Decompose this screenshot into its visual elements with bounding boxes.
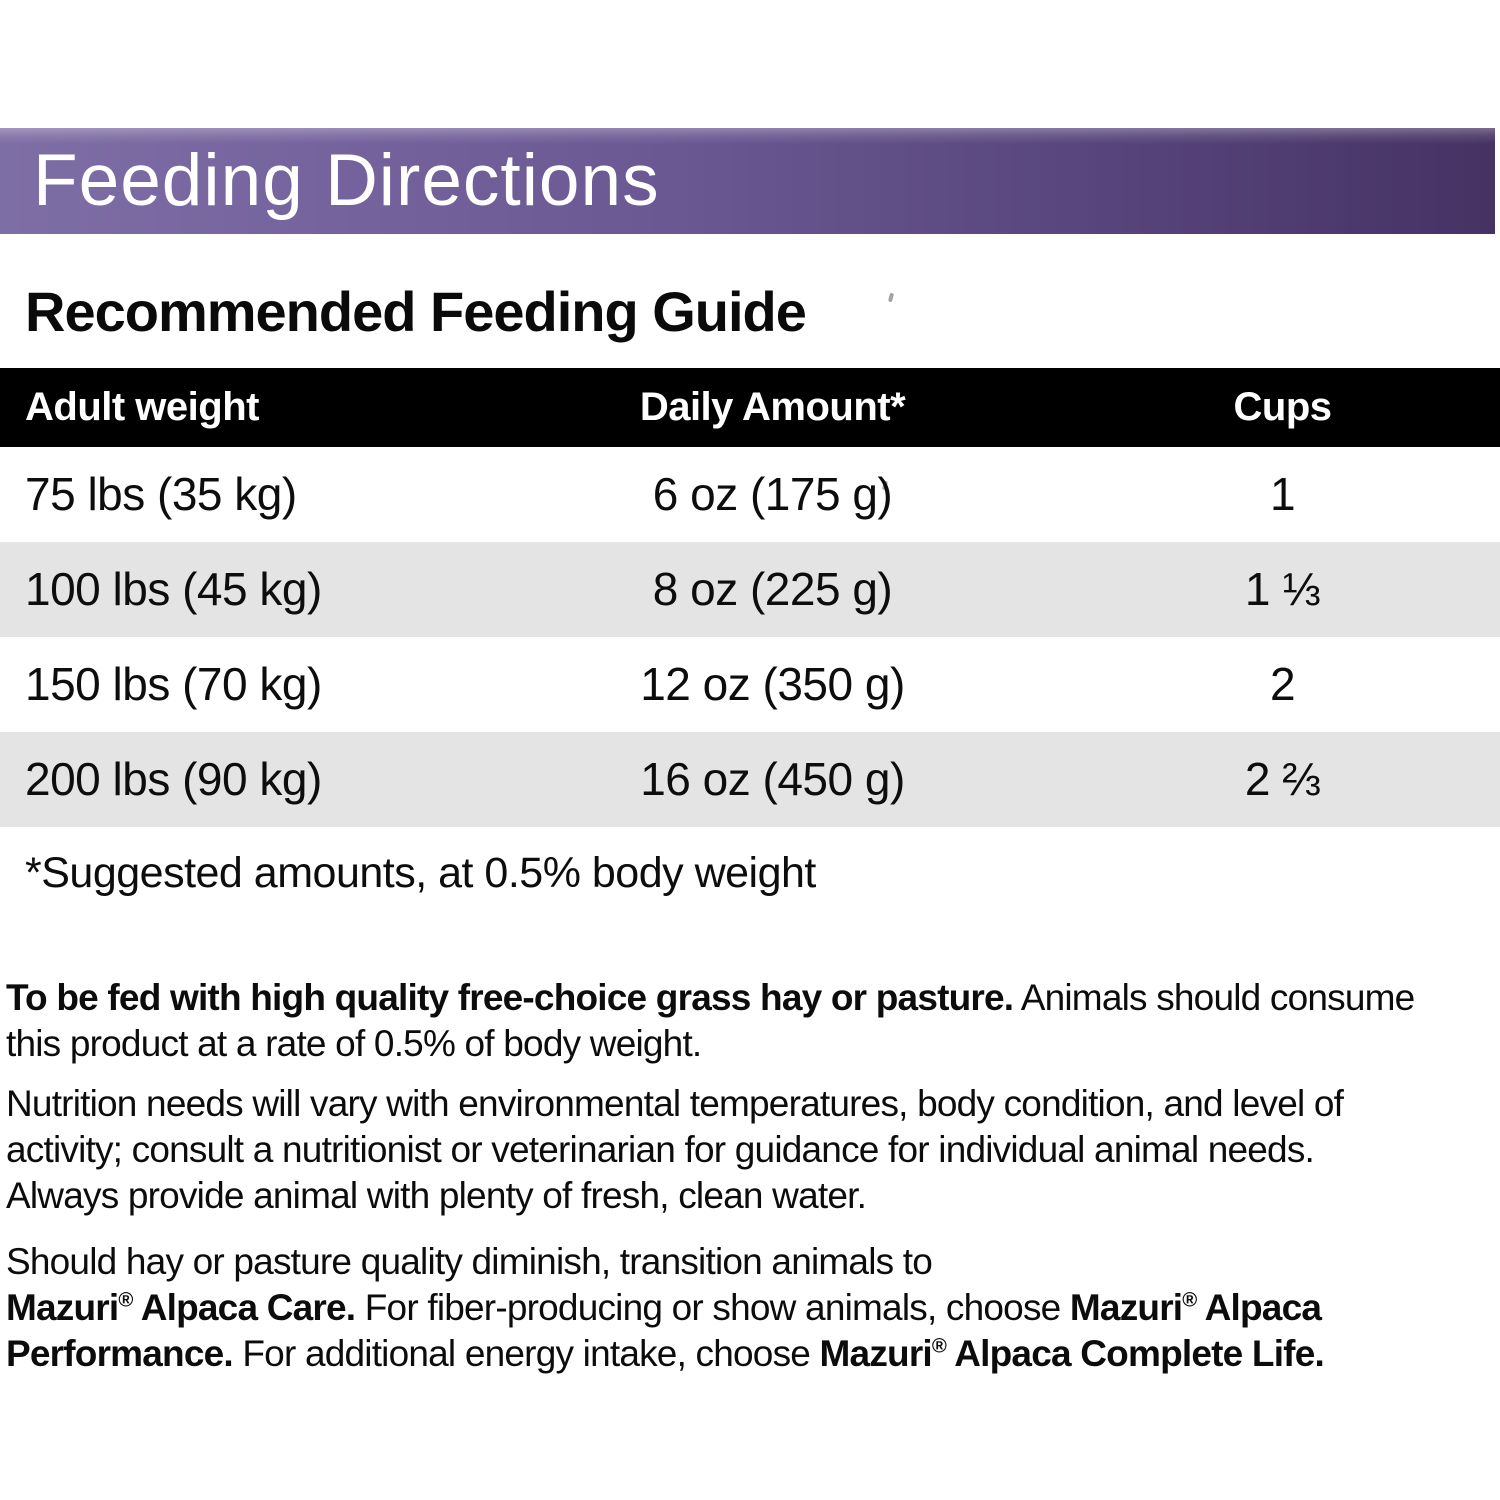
cell-cups: 1 ⅓: [1244, 563, 1321, 615]
cell-adult-weight: 100 lbs (45 kg): [25, 563, 322, 615]
page-title: Feeding Directions: [33, 140, 660, 221]
cell-adult-weight: 75 lbs (35 kg): [25, 468, 297, 520]
cell-daily-amount: 6 oz (175 g): [652, 468, 893, 520]
header-cups: Cups: [1233, 385, 1333, 429]
cell-cups: 2: [1269, 658, 1296, 710]
feeding-directions-banner: Feeding Directions: [0, 128, 1495, 234]
paragraph-product-transition: Should hay or pasture quality diminish, …: [6, 1241, 1325, 1374]
feeding-guide-table: Adult weight Daily Amount* Cups 75 lbs (…: [0, 368, 1500, 827]
cell-cups: 1: [1269, 468, 1296, 520]
table-row: 100 lbs (45 kg) 8 oz (225 g) 1 ⅓: [0, 542, 1500, 637]
paragraph-feeding-basis: To be fed with high quality free-choice …: [6, 977, 1415, 1064]
cell-cups: 2 ⅔: [1244, 753, 1321, 805]
section-heading: Recommended Feeding Guide: [25, 280, 807, 343]
table-row: 75 lbs (35 kg) 6 oz (175 g) 1: [0, 447, 1500, 542]
cell-daily-amount: 12 oz (350 g): [640, 658, 905, 710]
cell-daily-amount: 16 oz (450 g): [640, 753, 905, 805]
cell-daily-amount: 8 oz (225 g): [652, 563, 893, 615]
cell-adult-weight: 200 lbs (90 kg): [25, 753, 322, 805]
cell-adult-weight: 150 lbs (70 kg): [25, 658, 322, 710]
table-footnote: *Suggested amounts, at 0.5% body weight: [25, 849, 816, 897]
table-row: 200 lbs (90 kg) 16 oz (450 g) 2 ⅔: [0, 732, 1500, 827]
table-row: 150 lbs (70 kg) 12 oz (350 g) 2: [0, 637, 1500, 732]
scan-artifact: [887, 292, 895, 303]
header-adult-weight: Adult weight: [25, 385, 259, 429]
paragraph-nutrition-needs: Nutrition needs will vary with environme…: [6, 1083, 1344, 1216]
header-daily-amount: Daily Amount*: [639, 385, 906, 429]
table-header-row: Adult weight Daily Amount* Cups: [0, 368, 1500, 447]
